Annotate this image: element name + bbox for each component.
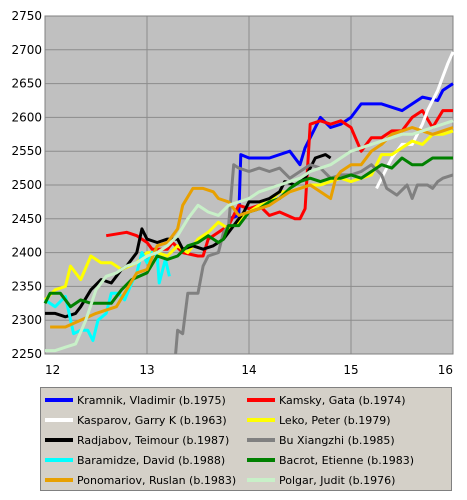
x-tick-label: 16 — [438, 363, 453, 377]
legend-item: Bu Xiangzhi (b.1985) — [247, 430, 395, 450]
legend-swatch — [247, 458, 275, 462]
legend-swatch — [247, 418, 275, 422]
legend-swatch — [45, 458, 73, 462]
series-line-7 — [43, 156, 453, 309]
legend-item: Bacrot, Etienne (b.1983) — [247, 450, 414, 470]
legend-item: Baramidze, David (b.1988) — [45, 450, 225, 470]
legend-label: Radjabov, Teimour (b.1987) — [77, 433, 230, 447]
series-layer — [43, 51, 455, 355]
legend-swatch — [247, 398, 275, 402]
series-line-0 — [228, 82, 454, 221]
y-tick-label: 2650 — [11, 77, 42, 91]
legend-item: Ponomariov, Ruslan (b.1983) — [45, 470, 236, 490]
legend-swatch — [247, 478, 275, 482]
y-tick-label: 2500 — [11, 178, 42, 192]
y-tick-label: 2550 — [11, 144, 42, 158]
y-tick-label: 2250 — [11, 347, 42, 361]
legend-label: Ponomariov, Ruslan (b.1983) — [77, 473, 237, 487]
x-tick-label: 15 — [343, 363, 358, 377]
legend-label: Kamsky, Gata (b.1974) — [279, 393, 406, 407]
legend: Kramnik, Vladimir (b.1975) Kamsky, Gata (… — [40, 387, 452, 491]
y-tick-label: 2450 — [11, 212, 42, 226]
legend-swatch — [45, 478, 73, 482]
legend-label: Baramidze, David (b.1988) — [77, 453, 226, 467]
y-tick-label: 2750 — [11, 9, 42, 23]
legend-item: Leko, Peter (b.1979) — [247, 410, 391, 430]
plot-border — [44, 15, 454, 355]
legend-swatch — [247, 438, 275, 442]
y-tick-label: 2350 — [11, 279, 42, 293]
y-tick-label: 2700 — [11, 43, 42, 57]
legend-label: Bacrot, Etienne (b.1983) — [279, 453, 415, 467]
axis-ticks: 12 13 14 15 16 2250 2300 2350 2400 2450 2500 2550 26… — [11, 9, 453, 377]
y-tick-label: 2300 — [11, 313, 42, 327]
legend-item: Radjabov, Teimour (b.1987) — [45, 430, 229, 450]
series-line-5 — [174, 163, 454, 355]
legend-label: Polgar, Judit (b.1976) — [279, 473, 396, 487]
legend-label: Kramnik, Vladimir (b.1975) — [77, 393, 226, 407]
x-tick-label: 14 — [241, 363, 256, 377]
legend-item: Kasparov, Garry K (b.1963) — [45, 410, 227, 430]
legend-label: Bu Xiangzhi (b.1985) — [279, 433, 395, 447]
legend-swatch — [45, 398, 73, 402]
y-tick-label: 2400 — [11, 246, 42, 260]
chart-svg: 12 13 14 15 16 2250 2300 2350 2400 2450 2500 2550 26… — [11, 9, 455, 377]
legend-label: Kasparov, Garry K (b.1963) — [77, 413, 227, 427]
legend-swatch — [45, 438, 73, 442]
legend-item: Kramnik, Vladimir (b.1975) — [45, 390, 226, 410]
y-tick-label: 2600 — [11, 110, 42, 124]
x-tick-label: 13 — [139, 363, 154, 377]
x-tick-label: 12 — [45, 363, 60, 377]
legend-label: Leko, Peter (b.1979) — [279, 413, 391, 427]
series-line-9 — [45, 119, 454, 353]
legend-item: Kamsky, Gata (b.1974) — [247, 390, 406, 410]
legend-swatch — [45, 418, 73, 422]
series-line-8 — [50, 126, 454, 329]
legend-item: Polgar, Judit (b.1976) — [247, 470, 395, 490]
